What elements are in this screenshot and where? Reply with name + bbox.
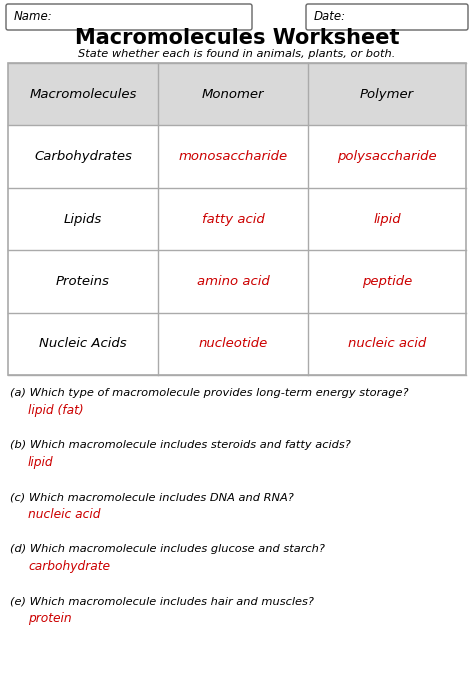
Text: lipid: lipid bbox=[373, 212, 401, 226]
Text: Monomer: Monomer bbox=[202, 88, 264, 100]
Text: Carbohydrates: Carbohydrates bbox=[34, 150, 132, 163]
Text: nucleic acid: nucleic acid bbox=[28, 508, 100, 521]
Text: polysaccharide: polysaccharide bbox=[337, 150, 437, 163]
Text: lipid: lipid bbox=[28, 456, 54, 469]
Bar bbox=[8, 63, 466, 125]
FancyBboxPatch shape bbox=[6, 4, 252, 30]
Text: (a) Which type of macromolecule provides long-term energy storage?: (a) Which type of macromolecule provides… bbox=[10, 388, 409, 398]
Text: (b) Which macromolecule includes steroids and fatty acids?: (b) Which macromolecule includes steroid… bbox=[10, 440, 351, 450]
Text: nucleotide: nucleotide bbox=[199, 337, 268, 350]
Text: Lipids: Lipids bbox=[64, 212, 102, 226]
Text: Polymer: Polymer bbox=[360, 88, 414, 100]
Text: peptide: peptide bbox=[362, 275, 412, 288]
Text: Proteins: Proteins bbox=[56, 275, 110, 288]
Text: Macromolecules: Macromolecules bbox=[29, 88, 137, 100]
FancyBboxPatch shape bbox=[306, 4, 468, 30]
Text: Nucleic Acids: Nucleic Acids bbox=[39, 337, 127, 350]
Text: lipid (fat): lipid (fat) bbox=[28, 404, 83, 417]
Text: fatty acid: fatty acid bbox=[201, 212, 264, 226]
Text: monosaccharide: monosaccharide bbox=[178, 150, 288, 163]
Text: (d) Which macromolecule includes glucose and starch?: (d) Which macromolecule includes glucose… bbox=[10, 544, 325, 554]
Text: protein: protein bbox=[28, 612, 72, 625]
Text: (e) Which macromolecule includes hair and muscles?: (e) Which macromolecule includes hair an… bbox=[10, 596, 314, 606]
Text: carbohydrate: carbohydrate bbox=[28, 560, 110, 573]
Bar bbox=[8, 63, 466, 375]
Text: Date:: Date: bbox=[314, 11, 346, 24]
Text: nucleic acid: nucleic acid bbox=[348, 337, 426, 350]
Bar bbox=[8, 63, 466, 375]
Text: Macromolecules Worksheet: Macromolecules Worksheet bbox=[75, 28, 399, 48]
Text: Name:: Name: bbox=[14, 11, 53, 24]
Text: (c) Which macromolecule includes DNA and RNA?: (c) Which macromolecule includes DNA and… bbox=[10, 492, 294, 502]
Text: amino acid: amino acid bbox=[197, 275, 269, 288]
Text: State whether each is found in animals, plants, or both.: State whether each is found in animals, … bbox=[78, 49, 396, 59]
